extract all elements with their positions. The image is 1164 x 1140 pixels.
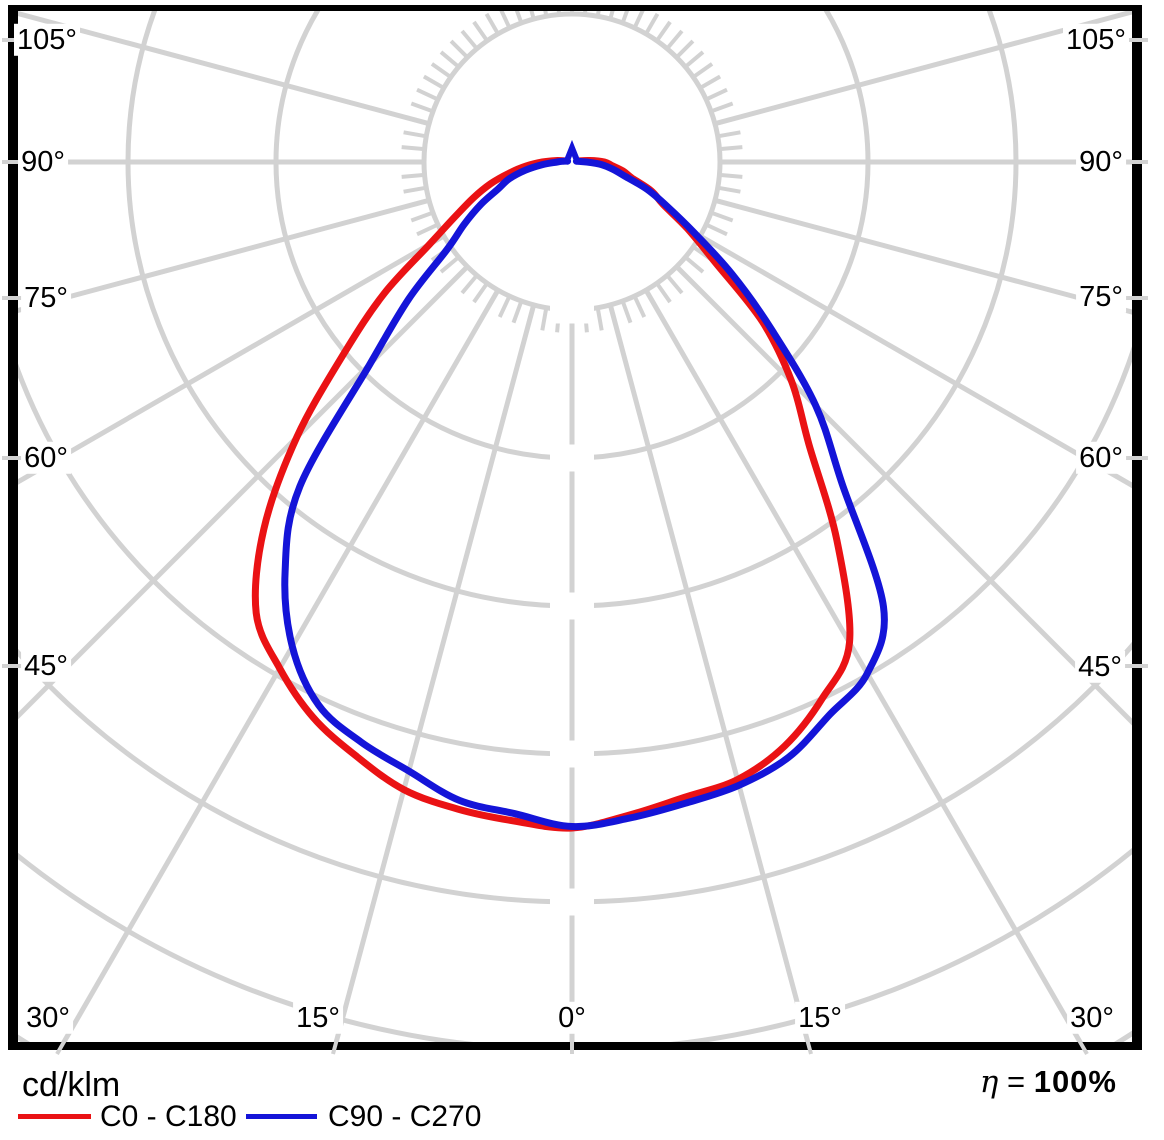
grid-radial-line [607, 304, 811, 1042]
curve-c90-c270 [281, 157, 888, 831]
grid-minor-tick [710, 210, 734, 223]
polar-grid-and-curves [2, 5, 1148, 1056]
unit-label: cd/klm [22, 1066, 121, 1104]
axis-value-gap [550, 740, 594, 768]
grid-minor-tick [632, 295, 647, 318]
grid-radial-line [18, 264, 470, 720]
grid-minor-tick [699, 74, 722, 90]
grid-minor-tick [439, 255, 460, 274]
grid-minor-tick [514, 11, 524, 24]
grid-radial-line [698, 233, 1132, 489]
grid-minor-tick [675, 39, 695, 59]
grid-minor-tick [449, 39, 469, 59]
border-tick-bottom [803, 1033, 813, 1055]
grid-minor-tick [705, 222, 728, 237]
grid-minor-tick [401, 172, 425, 179]
grid-minor-tick [719, 145, 743, 152]
border-tick-bottom [1073, 1033, 1089, 1055]
grid-radial-line [18, 11, 430, 127]
grid-minor-tick [416, 87, 439, 102]
grid-minor-tick [511, 300, 524, 324]
grid-minor-tick [499, 11, 512, 29]
eta-equals: = [998, 1064, 1034, 1099]
grid-minor-tick [460, 274, 479, 295]
grid-minor-tick [684, 50, 705, 69]
grid-radial-line [61, 288, 501, 1042]
apex-spike [563, 139, 581, 165]
grid-minor-tick [710, 101, 734, 114]
grid-minor-tick [665, 29, 684, 50]
grid-minor-tick [543, 11, 549, 17]
frame-right [1132, 5, 1142, 1050]
grid-minor-tick [439, 50, 460, 69]
grid-radial-line [643, 288, 1083, 1042]
grid-minor-tick [430, 62, 452, 79]
border-tick-bottom [55, 1032, 71, 1056]
legend: C0 - C180 C90 - C270 [0, 1100, 760, 1136]
grid-minor-tick [595, 11, 601, 17]
grid-minor-tick [684, 255, 705, 274]
chart-footer: cd/klm C0 - C180 C90 - C270 η = 100% [0, 1056, 1164, 1140]
grid-minor-tick [401, 145, 425, 152]
grid-minor-tick [529, 11, 536, 20]
axis-value-gap [550, 444, 594, 472]
grid-radial-line [18, 233, 446, 485]
grid-minor-tick [410, 210, 434, 223]
grid-minor-tick [719, 172, 743, 179]
frame-top [8, 5, 1142, 11]
polar-diagram-svg [2, 5, 1148, 1056]
border-tick-bottom [331, 1033, 341, 1055]
grid-minor-tick [460, 29, 479, 50]
legend-item-0: C0 - C180 [18, 1100, 238, 1136]
grid-ring [18, 346, 1132, 757]
grid-minor-tick [620, 300, 633, 324]
legend-swatch-0 [18, 1114, 91, 1119]
grid-minor-tick [620, 11, 630, 24]
axis-value-gap [550, 592, 594, 620]
axis-value-gap [550, 888, 594, 916]
grid-minor-tick [717, 185, 741, 194]
eta-value: 100% [1033, 1064, 1117, 1099]
grid-radial-line [714, 11, 1132, 127]
grid-minor-tick [410, 101, 434, 114]
grid-minor-tick [472, 20, 489, 42]
grid-minor-tick [422, 74, 445, 90]
axis-value-gap [550, 296, 594, 324]
grid-minor-tick [717, 130, 741, 139]
grid-minor-tick [540, 307, 549, 331]
grid-ring [421, 11, 723, 313]
grid-minor-tick [665, 274, 684, 295]
grid-minor-tick [655, 20, 672, 42]
legend-label-1: C90 - C270 [328, 1100, 482, 1133]
grid-minor-tick [484, 12, 500, 35]
grid-radial-line [714, 197, 1132, 315]
grid-minor-tick [644, 12, 660, 35]
legend-item-1: C90 - C270 [246, 1100, 481, 1136]
grid-minor-tick [608, 11, 615, 20]
grid-radial-line [674, 264, 1132, 726]
grid-minor-tick [632, 11, 645, 29]
grid-minor-tick [472, 282, 489, 304]
grid-minor-tick [595, 307, 604, 331]
grid-radial-line [18, 197, 430, 314]
grid-minor-tick [403, 185, 427, 194]
legend-label-0: C0 - C180 [100, 1100, 237, 1133]
grid-minor-tick [705, 87, 728, 102]
frame-left [8, 5, 18, 1050]
grid-minor-tick [692, 62, 714, 79]
grid-minor-tick [416, 222, 439, 237]
legend-swatch-1 [246, 1114, 317, 1119]
efficiency-label: η = 100% [980, 1064, 1117, 1100]
frame-bottom [8, 1042, 1142, 1050]
grid-minor-tick [403, 130, 427, 139]
eta-symbol: η [979, 1064, 999, 1100]
grid-minor-tick [497, 295, 512, 318]
grid-radial-line [333, 304, 537, 1042]
grid-minor-tick [655, 282, 672, 304]
